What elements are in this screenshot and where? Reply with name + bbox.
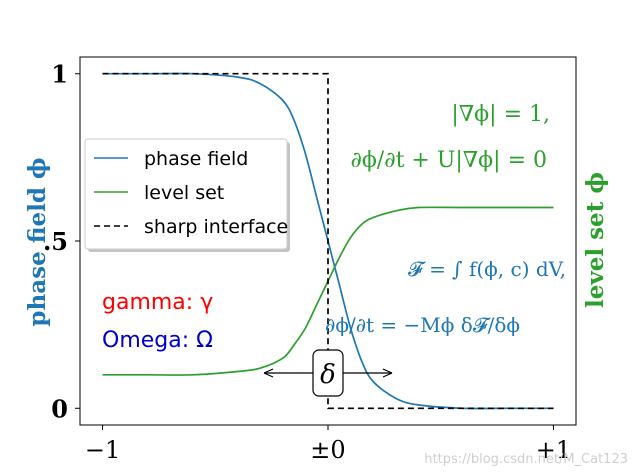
y-axis-label-right: level set ϕ bbox=[582, 172, 609, 308]
series-line-sharp-interface bbox=[102, 72, 554, 410]
annotation-omega: Omega: Ω bbox=[102, 328, 213, 353]
equation-phase-field: 𝓕 = ∫ f(ϕ, c) dV, ∂ϕ/∂t = −Mϕ δ𝓕/δϕ bbox=[325, 257, 566, 337]
legend-label-level-set: level set bbox=[144, 182, 224, 204]
legend-label-phase-field: phase field bbox=[144, 148, 248, 170]
delta-annotation: δ bbox=[263, 349, 393, 397]
y-tick-label: 0 bbox=[51, 394, 68, 423]
equation-allen-cahn: ∂ϕ/∂t = −Mϕ δ𝓕/δϕ bbox=[325, 313, 520, 337]
x-tick-label: ±0 bbox=[310, 436, 345, 464]
equation-gradient-norm: |∇ϕ| = 1, bbox=[451, 102, 550, 127]
x-tick-label: −1 bbox=[85, 436, 120, 464]
axis-ticks: −1 ±0 +1 0 .5 1 bbox=[43, 60, 571, 464]
x-tick-label: +1 bbox=[536, 436, 571, 464]
delta-label-box bbox=[312, 349, 344, 397]
legend-label-sharp-interface: sharp interface bbox=[144, 216, 288, 238]
watermark: https://blog.csdn.net/M_Cat123 bbox=[424, 452, 628, 467]
legend-box bbox=[84, 138, 288, 250]
plot-area bbox=[102, 72, 554, 410]
legend: phase field level set sharp interface bbox=[84, 138, 290, 252]
delta-arrowhead-right bbox=[382, 368, 393, 378]
delta-arrowhead-left bbox=[263, 368, 274, 378]
annotation-gamma: gamma: γ bbox=[102, 290, 213, 315]
y-tick-label: .5 bbox=[43, 227, 68, 256]
equation-free-energy: 𝓕 = ∫ f(ϕ, c) dV, bbox=[408, 257, 566, 281]
delta-label: δ bbox=[320, 360, 336, 390]
y-tick-label: 1 bbox=[51, 60, 68, 89]
equation-level-set: |∇ϕ| = 1, ∂ϕ/∂t + U|∇ϕ| = 0 bbox=[350, 102, 550, 173]
equation-level-set-advection: ∂ϕ/∂t + U|∇ϕ| = 0 bbox=[350, 148, 547, 173]
y-axis-label-left: phase field ϕ bbox=[24, 157, 51, 326]
